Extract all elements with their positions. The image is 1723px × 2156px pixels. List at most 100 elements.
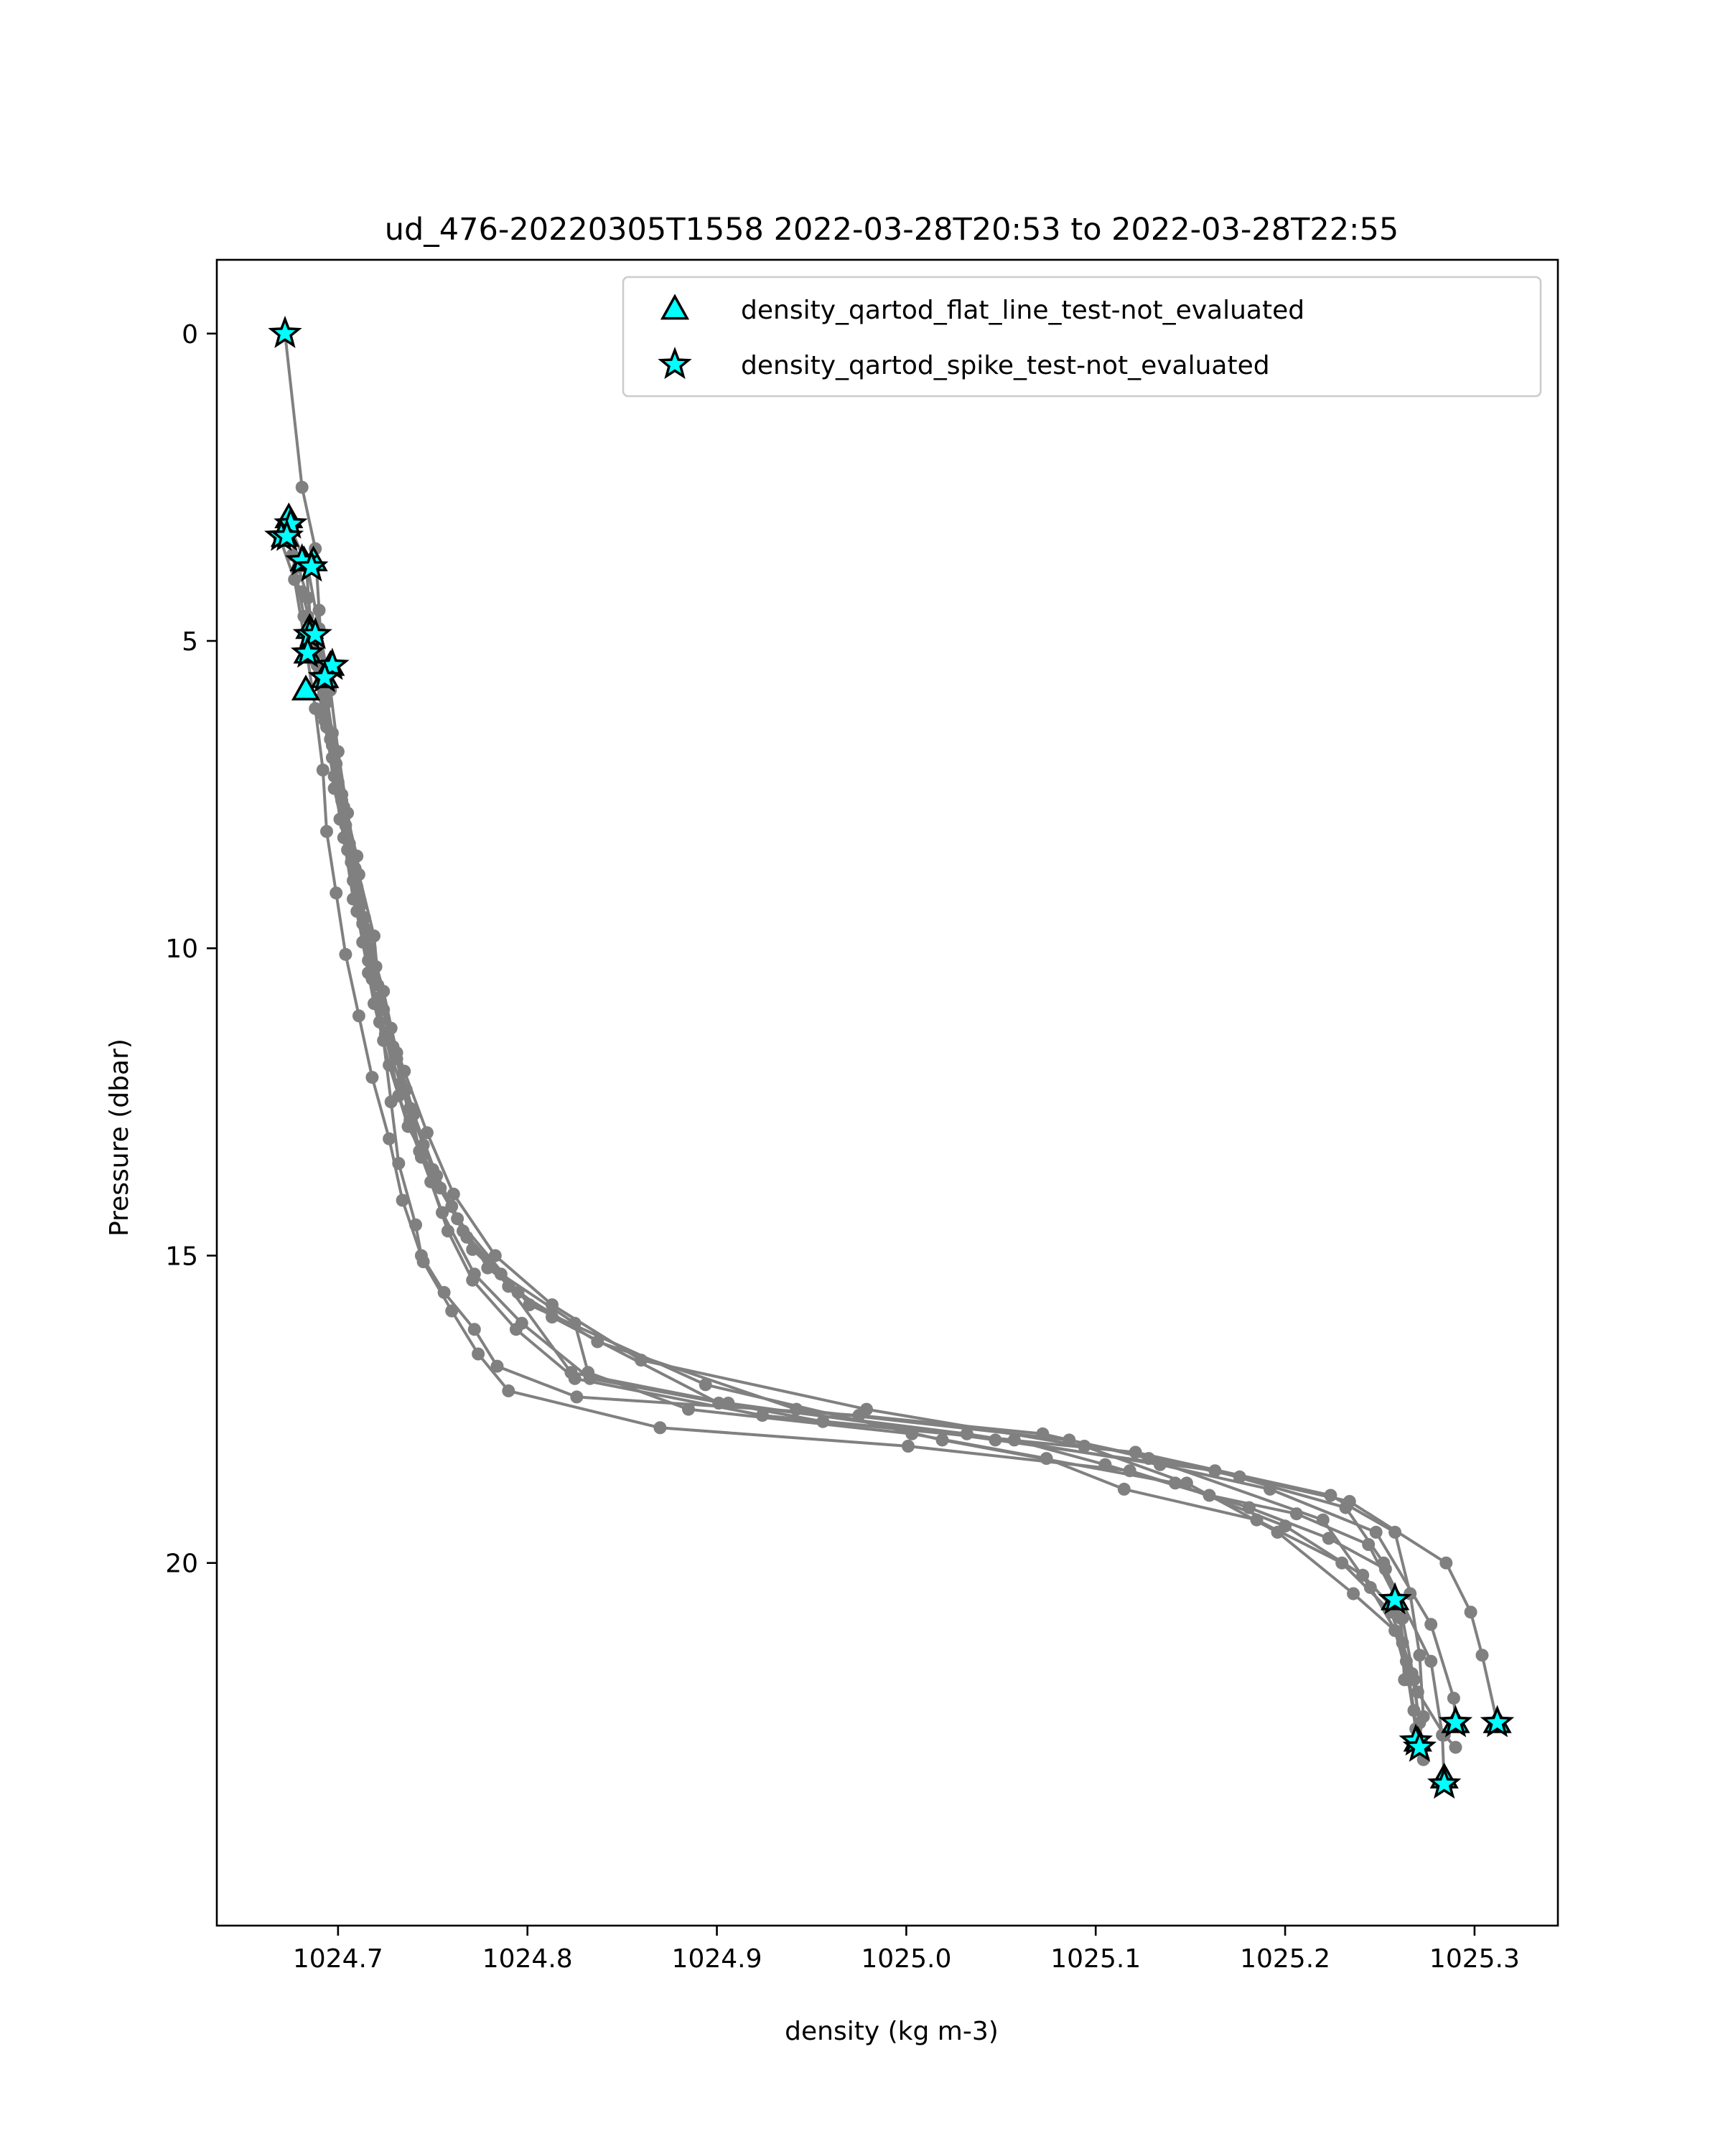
x-tick-label: 1025.1 <box>1050 1944 1141 1974</box>
data-point <box>316 763 330 777</box>
data-point <box>1439 1556 1453 1570</box>
legend-entry-label: density_qartod_flat_line_test-not_evalua… <box>741 296 1304 325</box>
data-point <box>331 776 345 789</box>
data-point <box>383 1132 396 1145</box>
data-point <box>399 1083 413 1097</box>
data-point <box>330 886 343 900</box>
y-tick-label: 15 <box>165 1242 198 1271</box>
data-point <box>384 1021 398 1035</box>
data-point <box>320 825 333 838</box>
data-point <box>653 1421 667 1435</box>
data-point <box>488 1249 502 1262</box>
y-tick-label: 20 <box>165 1550 198 1579</box>
data-point <box>365 1071 379 1084</box>
data-point <box>396 1194 409 1207</box>
data-point <box>1398 1673 1411 1687</box>
axes-frame <box>215 258 1559 1927</box>
legend-triangle-marker <box>660 294 690 320</box>
data-point <box>1322 1532 1335 1545</box>
x-tick-label: 1025.2 <box>1240 1944 1330 1974</box>
data-point <box>1413 1649 1427 1662</box>
data-point <box>460 1230 474 1244</box>
data-point <box>699 1378 712 1392</box>
data-point <box>437 1285 451 1299</box>
data-point <box>1416 1710 1430 1723</box>
y-tick-label: 0 <box>182 320 198 350</box>
data-point <box>445 1304 459 1318</box>
data-point <box>635 1354 648 1367</box>
data-point <box>318 714 332 728</box>
data-point <box>515 1316 528 1330</box>
data-point <box>860 1402 873 1416</box>
data-point <box>342 837 356 850</box>
spike-flag-star <box>1402 1729 1437 1762</box>
spike-flag-star <box>268 315 302 348</box>
data-point <box>1369 1525 1383 1539</box>
data-point <box>1475 1649 1489 1662</box>
data-point <box>1424 1654 1438 1668</box>
data-point <box>583 1372 597 1385</box>
data-point <box>1388 1525 1402 1539</box>
legend-box <box>622 276 1542 398</box>
data-point <box>546 1298 559 1311</box>
spike-flag-star <box>307 660 342 693</box>
data-point <box>369 960 383 973</box>
data-point <box>1271 1525 1284 1539</box>
data-point <box>1117 1482 1131 1496</box>
spike-flag-star <box>1480 1705 1515 1738</box>
spike-flag-star <box>298 617 332 650</box>
data-point <box>352 1009 365 1023</box>
data-point <box>1424 1618 1438 1631</box>
y-tick-label: 10 <box>165 934 198 964</box>
x-axis-label: density (kg m-3) <box>785 2017 999 2046</box>
spike-flag-star <box>1438 1705 1473 1738</box>
data-point <box>1449 1740 1462 1754</box>
data-point <box>1324 1489 1337 1502</box>
spike-flag-star <box>1378 1582 1412 1615</box>
data-point <box>436 1206 449 1219</box>
x-tick-label: 1024.7 <box>293 1944 383 1974</box>
data-point <box>1180 1476 1193 1490</box>
data-point <box>502 1280 515 1293</box>
x-tick-label: 1024.8 <box>482 1944 573 1974</box>
flat-line-flag-triangle <box>291 674 321 700</box>
spike-flag-star <box>290 635 325 668</box>
y-tick-label: 5 <box>182 627 198 657</box>
data-point <box>430 1169 444 1183</box>
spike-flag-star <box>1427 1766 1462 1799</box>
data-point <box>339 947 352 961</box>
data-point <box>816 1415 830 1428</box>
x-tick-label: 1025.0 <box>861 1944 951 1974</box>
data-point <box>570 1390 584 1404</box>
data-point <box>413 1144 426 1158</box>
data-point <box>1464 1606 1477 1619</box>
data-point <box>295 480 309 494</box>
y-axis-label: Pressure (dbar) <box>105 1039 134 1237</box>
data-point <box>1363 1580 1377 1594</box>
data-point <box>1388 1623 1402 1637</box>
data-point <box>523 1298 536 1311</box>
data-point <box>502 1384 515 1397</box>
data-point <box>1447 1692 1460 1705</box>
data-point <box>1356 1568 1370 1582</box>
data-point <box>564 1366 578 1379</box>
data-point <box>467 1267 481 1281</box>
chart-title: ud_476-20220305T1558 2022-03-28T20:53 to… <box>385 212 1399 248</box>
legend-entry-label: density_qartod_spike_test-not_evaluated <box>741 351 1270 380</box>
data-point <box>354 899 368 912</box>
x-tick-label: 1024.9 <box>672 1944 762 1974</box>
data-point <box>420 1126 434 1140</box>
legend-star-marker <box>658 347 692 380</box>
data-point <box>1129 1445 1142 1459</box>
data-point <box>467 1323 481 1336</box>
data-point <box>472 1347 485 1361</box>
data-point <box>295 585 309 599</box>
data-point <box>1335 1556 1349 1570</box>
series-line-9 <box>312 659 1425 1717</box>
data-point <box>447 1187 460 1201</box>
data-point <box>1289 1507 1303 1521</box>
data-point <box>1347 1587 1360 1600</box>
spike-flag-star <box>315 647 350 680</box>
